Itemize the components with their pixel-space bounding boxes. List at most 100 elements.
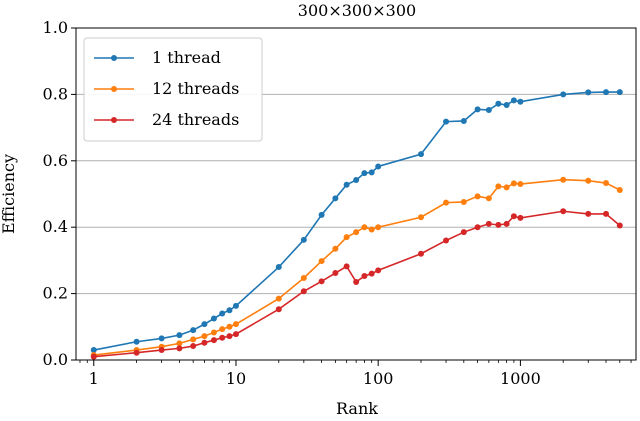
data-point [201, 333, 208, 340]
data-point [332, 245, 339, 252]
data-point [375, 224, 382, 231]
data-point [603, 89, 610, 96]
data-point [417, 214, 424, 221]
data-point [616, 187, 623, 194]
data-point [318, 258, 325, 265]
data-point [232, 331, 239, 338]
data-point [361, 273, 368, 280]
data-point [495, 100, 502, 107]
data-point [474, 106, 481, 113]
data-point [318, 211, 325, 218]
data-point [510, 213, 517, 220]
data-point [485, 107, 492, 114]
data-point [300, 236, 307, 243]
data-point [353, 229, 360, 236]
data-point [300, 288, 307, 295]
data-point [503, 102, 510, 109]
legend-label: 24 threads [152, 110, 239, 129]
data-point [343, 234, 350, 241]
data-point [616, 222, 623, 229]
data-point [485, 220, 492, 227]
y-tick-label: 0.2 [43, 284, 68, 303]
data-point [517, 214, 524, 221]
y-tick-label: 0.0 [43, 350, 68, 369]
legend-entry: 12 threads [94, 79, 239, 98]
data-point [133, 349, 140, 356]
data-point [560, 91, 567, 98]
data-point [219, 310, 226, 317]
data-point [176, 345, 183, 352]
y-tick-label: 0.4 [43, 217, 68, 236]
data-point [460, 229, 467, 236]
data-point [368, 169, 375, 176]
data-point [443, 237, 450, 244]
legend-label: 12 threads [152, 79, 239, 98]
data-point [361, 170, 368, 177]
data-point [219, 326, 226, 333]
data-point [201, 339, 208, 346]
y-tick-label: 0.8 [43, 84, 68, 103]
data-point [443, 199, 450, 206]
data-point [495, 221, 502, 228]
legend: 1 thread 12 threads 24 threads [83, 37, 263, 142]
data-point [517, 98, 524, 105]
x-tick-label: 10 [226, 369, 246, 388]
series-12-threads [90, 176, 623, 359]
chart-title: 300×300×300 [298, 1, 416, 20]
data-point [210, 315, 217, 322]
data-point [375, 267, 382, 274]
data-point [176, 332, 183, 339]
data-point [460, 117, 467, 124]
data-point [318, 278, 325, 285]
legend-marker [111, 86, 117, 92]
data-point [176, 340, 183, 347]
data-point [503, 184, 510, 191]
x-tick-label: 1000 [500, 369, 541, 388]
data-point [232, 302, 239, 309]
y-axis-label: Efficiency [0, 154, 18, 234]
series-1-thread [90, 89, 623, 354]
legend-entry: 24 threads [94, 110, 239, 129]
data-point [226, 323, 233, 330]
data-point [90, 353, 97, 360]
y-tick-label: 1.0 [43, 18, 68, 37]
data-point [210, 329, 217, 336]
data-point [343, 181, 350, 188]
data-point [616, 89, 623, 96]
data-point [417, 151, 424, 158]
data-point [210, 337, 217, 344]
data-point [503, 220, 510, 227]
data-point [560, 176, 567, 183]
legend-entry: 1 thread [94, 48, 221, 67]
data-point [361, 224, 368, 231]
x-tick-label: 1 [89, 369, 99, 388]
axes: 0.0 0.2 0.4 0.6 0.8 1.0 1 10 100 1000 [43, 18, 632, 388]
data-point [560, 208, 567, 215]
data-point [332, 270, 339, 277]
data-point [190, 327, 197, 334]
data-point [474, 193, 481, 200]
data-point [585, 210, 592, 217]
data-point [585, 89, 592, 96]
data-point [343, 263, 350, 270]
data-point [190, 343, 197, 350]
x-tick-label: 100 [363, 369, 394, 388]
data-point [201, 321, 208, 328]
data-point [332, 195, 339, 202]
data-point [300, 274, 307, 281]
legend-marker [111, 117, 117, 123]
data-point [603, 210, 610, 217]
data-point [495, 183, 502, 190]
data-point [517, 181, 524, 188]
x-axis-label: Rank [336, 399, 378, 418]
data-point [375, 163, 382, 170]
data-point [219, 334, 226, 341]
data-point [275, 306, 282, 313]
data-point [133, 338, 140, 345]
data-point [90, 347, 97, 354]
data-point [368, 226, 375, 233]
data-point [275, 264, 282, 271]
series-24-threads [90, 208, 623, 360]
data-point [460, 198, 467, 205]
data-point [485, 195, 492, 202]
